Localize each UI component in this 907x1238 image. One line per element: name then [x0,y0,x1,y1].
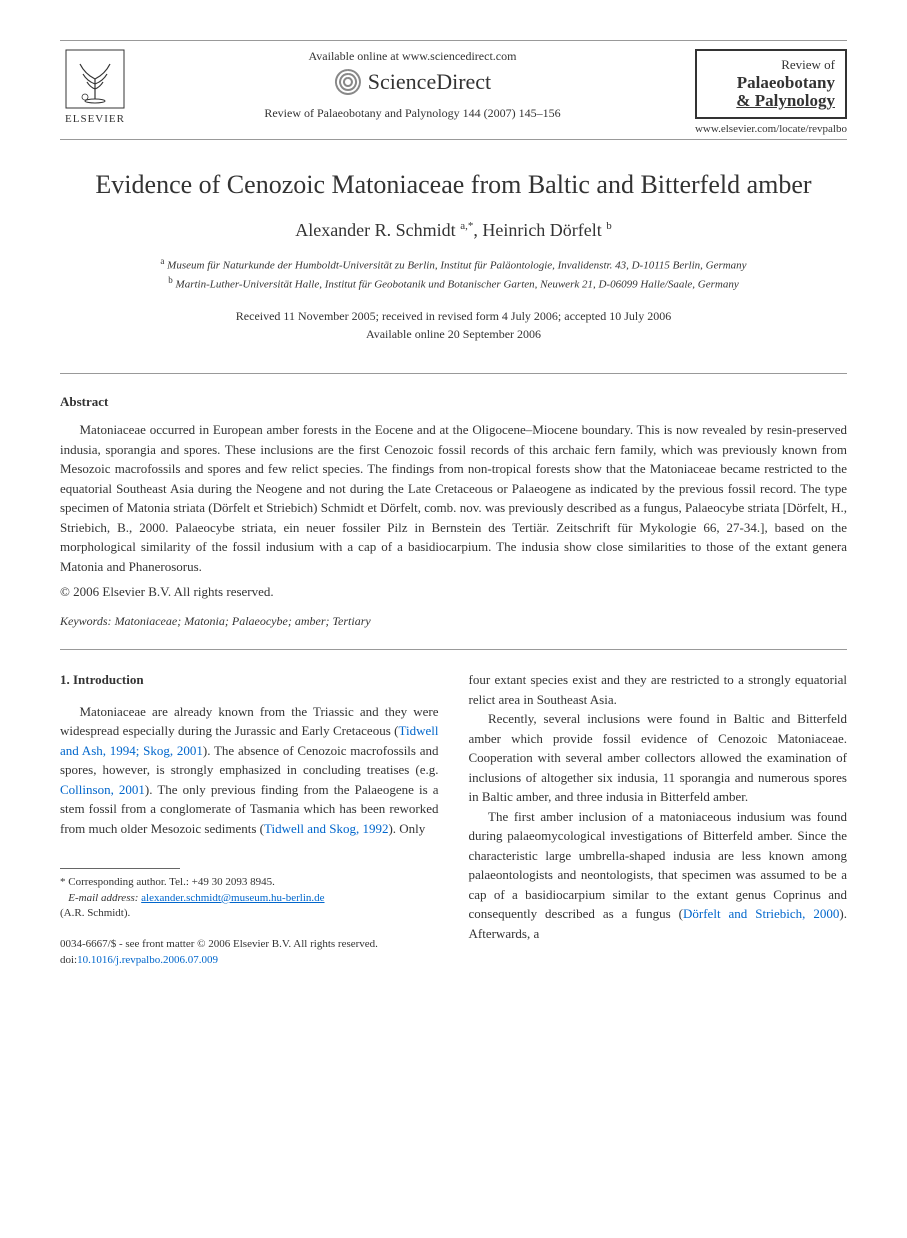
author-1-affil: a,* [460,220,473,232]
intro-para-1: Matoniaceae are already known from the T… [60,702,439,839]
email-label: E-mail address: [68,892,138,904]
article-title: Evidence of Cenozoic Matoniaceae from Ba… [60,170,847,200]
body-columns: 1. Introduction Matoniaceae are already … [60,670,847,968]
affil-a-sup: a [160,256,164,266]
sciencedirect-name: ScienceDirect [368,69,491,95]
citation-line: Review of Palaeobotany and Palynology 14… [150,106,675,121]
doi-label: doi: [60,954,77,966]
keywords-label: Keywords: [60,614,112,628]
section-1-heading: 1. Introduction [60,670,439,690]
right-para-3: The first amber inclusion of a matoniace… [469,807,848,944]
email-author-name: (A.R. Schmidt). [60,906,439,921]
footer: 0034-6667/$ - see front matter © 2006 El… [60,937,439,968]
article-dates: Received 11 November 2005; received in r… [60,307,847,343]
footer-copyright: 0034-6667/$ - see front matter © 2006 El… [60,937,439,952]
right-column: four extant species exist and they are r… [469,670,848,968]
elsevier-tree-icon [65,49,125,109]
cite-collinson[interactable]: Collinson, 2001 [60,782,145,797]
corresponding-author-footnote: * Corresponding author. Tel.: +49 30 209… [60,875,439,921]
footnote-rule [60,868,180,869]
journal-title-box: Review of Palaeobotany & Palynology [695,49,847,119]
author-1: Alexander R. Schmidt [295,220,455,240]
publisher-logo: ELSEVIER [60,49,130,125]
dates-received: Received 11 November 2005; received in r… [236,309,671,323]
doi-link[interactable]: 10.1016/j.revpalbo.2006.07.009 [77,954,218,966]
journal-block: Review of Palaeobotany & Palynology www.… [695,49,847,135]
right-para-2: Recently, several inclusions were found … [469,709,848,807]
abstract-heading: Abstract [60,394,847,410]
cite-dorfelt-striebich[interactable]: Dörfelt and Striebich, 2000 [683,906,839,921]
sciencedirect-logo: ScienceDirect [150,68,675,96]
copyright-line: © 2006 Elsevier B.V. All rights reserved… [60,584,847,600]
email-line: E-mail address: alexander.schmidt@museum… [60,891,439,906]
affil-a: Museum für Naturkunde der Humboldt-Unive… [167,260,746,272]
header: ELSEVIER Available online at www.science… [60,40,847,140]
cite-tidwell-skog[interactable]: Tidwell and Skog, 1992 [264,821,388,836]
affil-b-sup: b [168,275,173,285]
journal-line3: & Palynology [707,91,835,111]
left-column: 1. Introduction Matoniaceae are already … [60,670,439,968]
journal-line1: Review of [707,57,835,73]
affil-b: Martin-Luther-Universität Halle, Institu… [176,279,739,291]
dates-online: Available online 20 September 2006 [366,327,541,341]
keywords-list: Matoniaceae; Matonia; Palaeocybe; amber;… [115,614,371,628]
author-email[interactable]: alexander.schmidt@museum.hu-berlin.de [141,892,324,904]
journal-url[interactable]: www.elsevier.com/locate/revpalbo [695,123,847,135]
footer-doi-line: doi:10.1016/j.revpalbo.2006.07.009 [60,953,439,968]
journal-line2: Palaeobotany [707,73,835,93]
publisher-name: ELSEVIER [65,113,125,125]
divider-top [60,373,847,374]
author-2: Heinrich Dörfelt [482,220,601,240]
keywords: Keywords: Matoniaceae; Matonia; Palaeocy… [60,614,847,629]
right-para-1: four extant species exist and they are r… [469,670,848,709]
available-online-text: Available online at www.sciencedirect.co… [150,49,675,64]
corr-author-line: * Corresponding author. Tel.: +49 30 209… [60,875,439,890]
header-center: Available online at www.sciencedirect.co… [130,49,695,121]
abstract-text: Matoniaceae occurred in European amber f… [60,420,847,576]
authors: Alexander R. Schmidt a,*, Heinrich Dörfe… [60,220,847,241]
divider-bottom [60,649,847,650]
sciencedirect-swirl-icon [334,68,362,96]
author-2-affil: b [606,220,612,232]
affiliations: a Museum für Naturkunde der Humboldt-Uni… [60,255,847,293]
